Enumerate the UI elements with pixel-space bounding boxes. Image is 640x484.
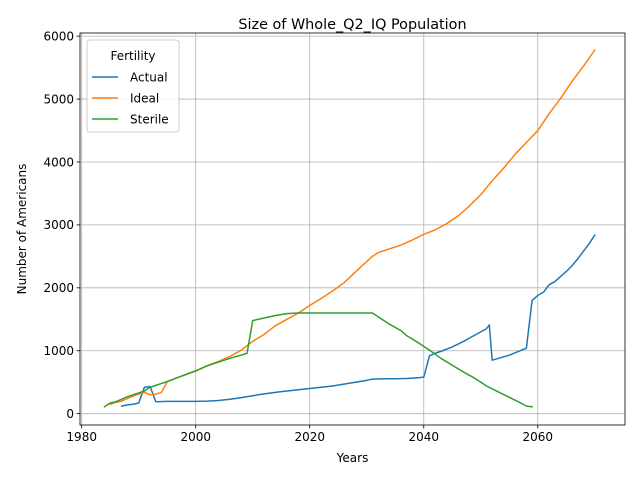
series-line-sterile	[103, 312, 533, 408]
grid	[80, 33, 625, 425]
x-tick-label: 2060	[523, 430, 554, 444]
series-line-ideal	[109, 48, 596, 406]
y-tick-label: 5000	[43, 92, 74, 106]
y-tick-label: 2000	[43, 281, 74, 295]
legend: Fertility Actual Ideal Sterile	[86, 39, 180, 133]
x-axis-ticks: 1980 2000 2020 2040 2060	[66, 425, 553, 444]
y-tick-label: 1000	[43, 344, 74, 358]
legend-box	[86, 39, 180, 133]
x-tick-label: 2040	[408, 430, 439, 444]
series-lines	[103, 48, 596, 408]
y-axis-ticks: 0 1000 2000 3000 4000 5000 6000	[43, 29, 80, 421]
legend-label-ideal: Ideal	[130, 91, 159, 105]
legend-label-actual: Actual	[130, 70, 168, 84]
legend-label-sterile: Sterile	[130, 112, 169, 126]
y-tick-label: 0	[66, 407, 74, 421]
x-axis-label: Years	[336, 451, 369, 465]
plot-frame	[79, 32, 626, 426]
legend-title: Fertility	[110, 49, 155, 63]
y-tick-label: 6000	[43, 29, 74, 43]
chart-title: Size of Whole_Q2_IQ Population	[238, 17, 466, 33]
series-line-actual	[120, 233, 596, 408]
x-tick-label: 2000	[180, 430, 211, 444]
x-tick-label: 1980	[66, 430, 97, 444]
y-tick-label: 4000	[43, 155, 74, 169]
legend-entries: Actual Ideal Sterile	[92, 70, 169, 126]
y-axis-label: Number of Americans	[15, 164, 29, 295]
y-tick-label: 3000	[43, 218, 74, 232]
x-tick-label: 2020	[294, 430, 325, 444]
